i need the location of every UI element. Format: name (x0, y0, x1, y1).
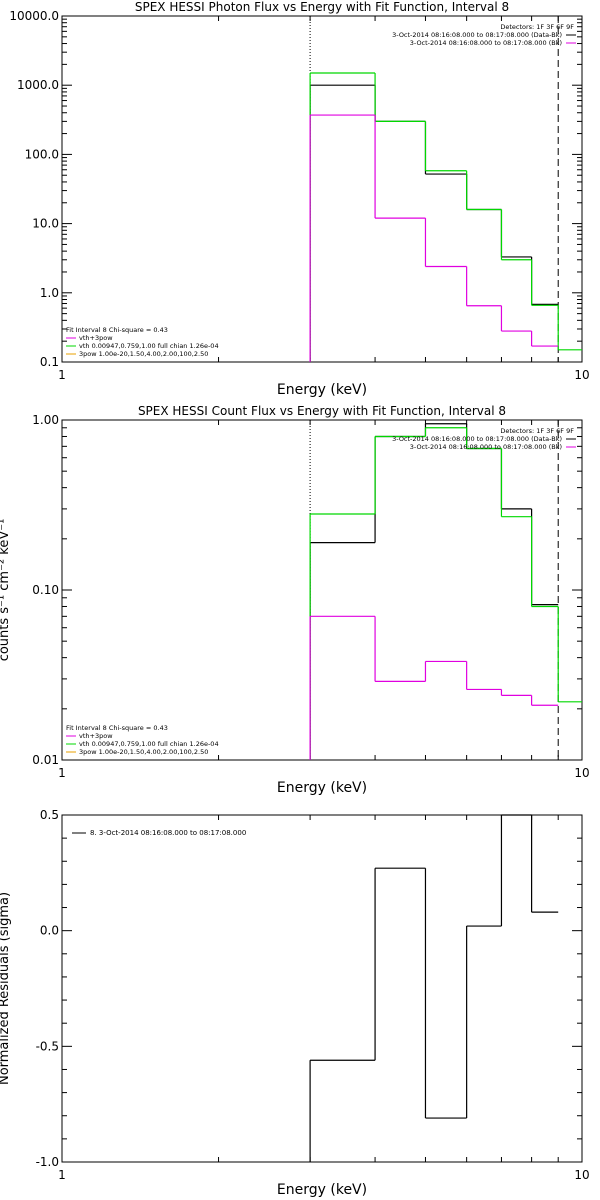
y-tick-label: 0.1 (40, 355, 59, 369)
legend-fit-info: Fit Interval 8 Chi-square = 0.43 (66, 326, 168, 334)
legend-entry: 8. 3-Oct-2014 08:16:08.000 to 08:17:08.0… (90, 829, 246, 837)
y-tick-label: 1.00 (32, 413, 59, 427)
x-axis-label: Energy (keV) (277, 382, 367, 398)
y-axis-label: counts s⁻¹ cm⁻² keV⁻¹ (0, 519, 12, 662)
x-tick-label: 1 (58, 766, 66, 780)
y-tick-label: 0.5 (40, 808, 59, 822)
series-black (309, 84, 559, 362)
legend-entry: vth 0.00947,0.759,1.00 full chian 1.26e-… (79, 740, 219, 748)
y-axis-label: Normalized Residuals (sigma) (0, 892, 12, 1085)
legend-entry: 3-Oct-2014 08:16:08.000 to 08:17:08.000 … (392, 31, 562, 39)
plot-frame-0 (61, 15, 583, 363)
legend-entry: 3-Oct-2014 08:16:08.000 to 08:17:08.000 … (410, 39, 562, 47)
series-black (309, 814, 559, 1162)
legend-entry: vth 0.00947,0.759,1.00 full chian 1.26e-… (79, 342, 219, 350)
y-tick-label: 10.0 (32, 217, 59, 231)
y-tick-label: 0.0 (40, 924, 59, 938)
series-magenta (309, 114, 559, 362)
legend-entry: 3pow 1.00e-20,1.50,4.00,2.00,100,2.50 (79, 350, 208, 358)
series-green (309, 427, 582, 760)
x-tick-label: 1 (58, 1168, 66, 1182)
series-magenta (309, 615, 559, 760)
legend-entry: vth+3pow (79, 334, 113, 342)
y-tick-label: -0.5 (36, 1039, 59, 1053)
y-tick-label: 1.0 (40, 286, 59, 300)
legend-entry: 3-Oct-2014 08:16:08.000 to 08:17:08.000 … (392, 435, 562, 443)
legend-entry: 3pow 1.00e-20,1.50,4.00,2.00,100,2.50 (79, 748, 208, 756)
legend-fit-info: Fit Interval 8 Chi-square = 0.43 (66, 724, 168, 732)
legend-entry: vth+3pow (79, 732, 113, 740)
x-axis-label: Energy (keV) (277, 1182, 367, 1198)
x-tick-label: 10 (574, 368, 589, 382)
y-tick-label: 10000.0 (9, 9, 59, 23)
x-axis-label: Energy (keV) (277, 780, 367, 796)
y-tick-label: -1.0 (36, 1155, 59, 1169)
plot-frame-2 (61, 814, 583, 1163)
y-tick-label: 0.01 (32, 753, 59, 767)
legend-detectors: Detectors: 1F 3F 6F 9F (500, 427, 574, 435)
chart-title: SPEX HESSI Count Flux vs Energy with Fit… (138, 404, 506, 418)
x-tick-label: 10 (574, 766, 589, 780)
x-tick-label: 1 (58, 368, 66, 382)
legend-detectors: Detectors: 1F 3F 6F 9F (500, 23, 574, 31)
chart-title: SPEX HESSI Photon Flux vs Energy with Fi… (135, 0, 509, 14)
y-tick-label: 1000.0 (17, 78, 59, 92)
plot-frame-1 (61, 419, 583, 761)
series-green (309, 72, 582, 362)
legend-entry: 3-Oct-2014 08:16:08.000 to 08:17:08.000 … (410, 443, 562, 451)
y-tick-label: 0.10 (32, 583, 59, 597)
series-black (309, 423, 559, 760)
y-tick-label: 100.0 (25, 147, 59, 161)
x-tick-label: 10 (574, 1168, 589, 1182)
